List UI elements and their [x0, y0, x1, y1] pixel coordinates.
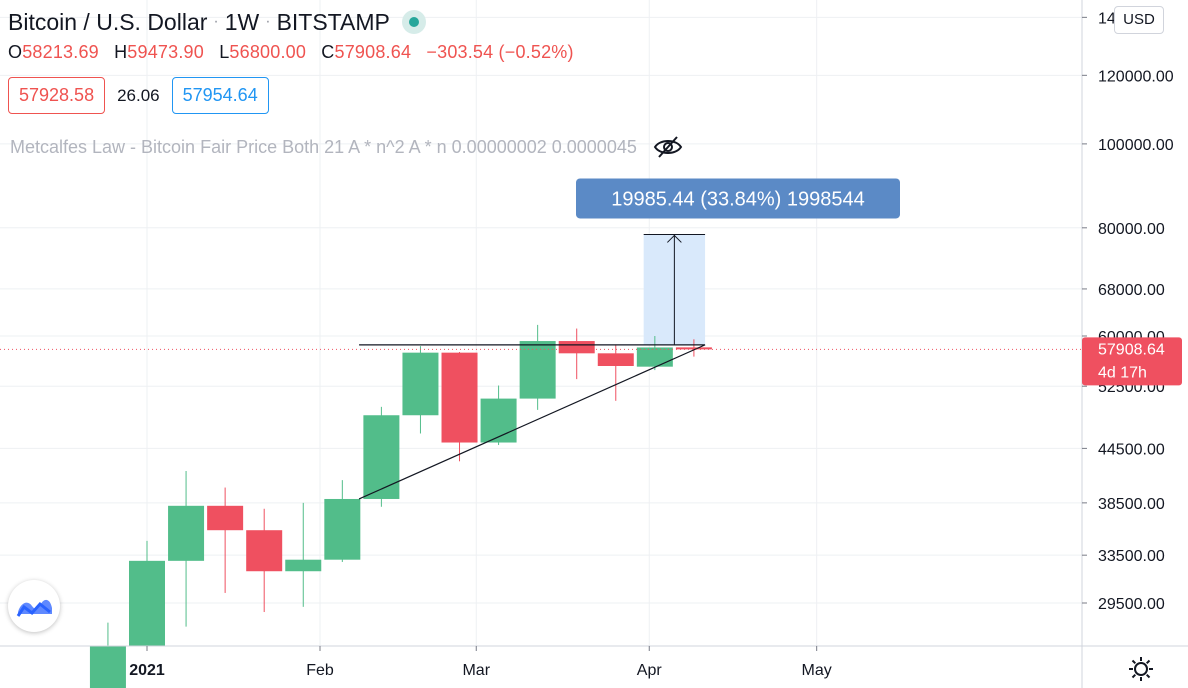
support-trend-line [358, 344, 706, 500]
open-value: 58213.69 [22, 42, 99, 62]
change-value: −303.54 (−0.52%) [426, 42, 574, 62]
y-tick-label: 33500.00 [1098, 548, 1165, 565]
candle-body [441, 352, 478, 443]
projection-drawing[interactable] [643, 233, 706, 345]
close-value: 57908.64 [334, 42, 412, 62]
high-value: 59473.90 [127, 42, 204, 62]
candle-body [324, 498, 361, 560]
close-label: C [321, 42, 335, 62]
x-tick-label: Mar [462, 662, 490, 679]
tradingview-logo-icon[interactable] [8, 580, 60, 632]
open-label: O [8, 42, 23, 62]
x-tick-label: Apr [637, 662, 663, 679]
indicator-legend[interactable]: Metcalfes Law - Bitcoin Fair Price Both … [10, 135, 683, 159]
separator: · [265, 13, 271, 30]
high-label: H [114, 42, 128, 62]
time-axis[interactable]: 2021 Feb Mar Apr May [129, 646, 832, 679]
candle-body [402, 352, 439, 416]
candle-body [207, 505, 244, 531]
spread-value: 26.06 [117, 85, 160, 105]
y-tick-label: 68000.00 [1098, 282, 1165, 299]
grid-lines [0, 0, 1082, 646]
low-value: 56800.00 [229, 42, 307, 62]
candle-body [675, 347, 712, 350]
candle-body [168, 505, 205, 561]
candle-body [129, 560, 165, 647]
candle-body [363, 415, 400, 499]
exchange-label[interactable]: BITSTAMP [276, 8, 390, 35]
candle-body [597, 353, 634, 366]
candle-body [246, 530, 283, 572]
projection-label: 19985.44 (33.84%) 1998544 [611, 188, 865, 210]
low-label: L [219, 42, 230, 62]
candle-body [285, 559, 322, 572]
y-tick-label: 44500.00 [1098, 441, 1165, 458]
candle-body [558, 341, 595, 354]
price-tag-countdown: 4d 17h [1098, 364, 1147, 381]
candle-body [519, 341, 556, 399]
y-tick-label: 14 [1098, 10, 1116, 27]
y-tick-label: 80000.00 [1098, 221, 1165, 238]
candle-body [480, 398, 517, 443]
buy-button[interactable]: 57954.64 [171, 77, 269, 114]
y-tick-label: 38500.00 [1098, 496, 1165, 513]
trend-drawings[interactable]: 19985.44 (33.84%) 1998544 [0, 178, 1082, 500]
x-tick-label: Feb [306, 662, 334, 679]
interval-label[interactable]: 1W [224, 8, 260, 35]
sell-button[interactable]: 57928.58 [8, 77, 106, 114]
indicator-label[interactable]: Metcalfes Law - Bitcoin Fair Price Both … [10, 136, 637, 157]
currency-button[interactable]: USD [1114, 6, 1164, 34]
last-price-tag: 57908.64 4d 17h [1082, 337, 1182, 386]
symbol-legend: Bitcoin / U.S. Dollar · 1W · BITSTAMP O5… [8, 4, 574, 114]
projection-arrow-head [667, 234, 682, 243]
candle-body [89, 646, 126, 688]
eye-crossed-icon[interactable] [653, 135, 683, 159]
candle-series [89, 324, 712, 688]
y-tick-label: 29500.00 [1098, 596, 1165, 613]
y-tick-label: 100000.00 [1098, 137, 1174, 154]
y-tick-label: 120000.00 [1098, 68, 1174, 85]
price-tag-box [1082, 337, 1182, 386]
settings-sun-icon[interactable] [1128, 656, 1154, 682]
symbol-title[interactable]: Bitcoin / U.S. Dollar [8, 8, 208, 35]
projection-label-box [576, 178, 900, 219]
ohlc-values: O58213.69 H59473.90 L56800.00 C57908.64 … [8, 42, 574, 63]
price-tag-value: 57908.64 [1098, 341, 1165, 358]
separator: · [213, 13, 219, 30]
x-tick-label: May [802, 662, 832, 679]
candle-body [636, 347, 673, 367]
price-axis[interactable]: 14120000.00100000.0080000.0068000.006000… [1082, 10, 1174, 613]
x-tick-label: 2021 [129, 662, 165, 679]
market-open-dot-icon [401, 10, 426, 34]
